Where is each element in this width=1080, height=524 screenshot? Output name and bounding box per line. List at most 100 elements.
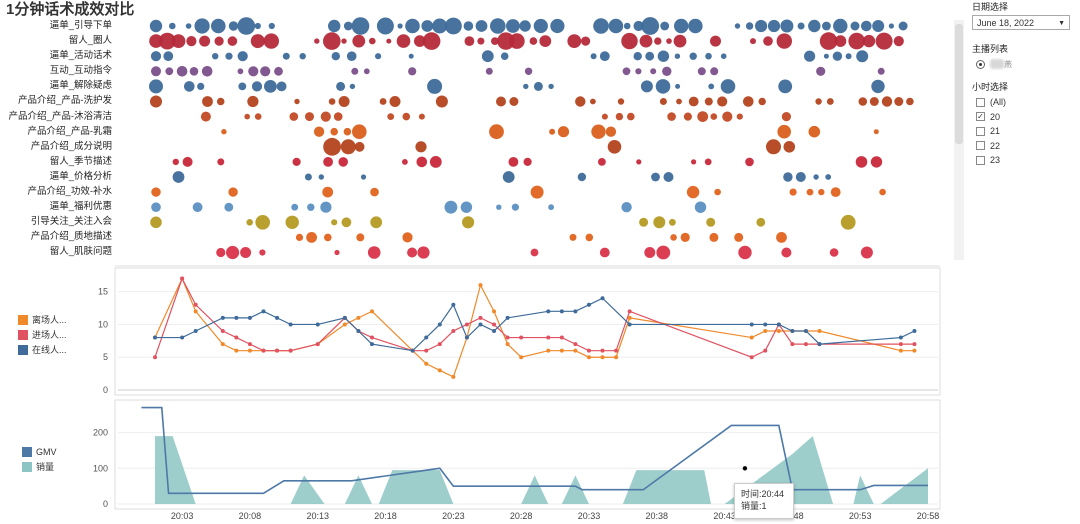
- line-point: [342, 322, 347, 327]
- bubble-point: [491, 37, 499, 45]
- line-point: [315, 322, 320, 327]
- legend-item[interactable]: 在线人...: [18, 342, 67, 357]
- bubble-point: [402, 232, 413, 243]
- hour-option-label: 23: [990, 155, 1001, 166]
- legend-item[interactable]: 离场人...: [18, 312, 67, 327]
- legend-label: GMV: [36, 446, 57, 457]
- area-x-tick: 20:18: [374, 511, 397, 521]
- checkbox-icon[interactable]: [976, 155, 985, 165]
- line-point: [505, 342, 510, 347]
- line-point: [627, 322, 632, 327]
- checked-checkbox-icon[interactable]: ✓: [976, 112, 985, 122]
- bubble-point: [212, 53, 219, 60]
- bubble-point: [333, 112, 343, 121]
- bubble-point: [533, 18, 548, 34]
- bubble-point: [214, 36, 224, 46]
- bubble-point: [789, 188, 797, 196]
- scrollbar-thumb[interactable]: [955, 24, 963, 144]
- area-x-tick: 20:08: [239, 511, 262, 521]
- line-point: [898, 348, 903, 353]
- date-select[interactable]: June 18, 2022 ▼: [972, 15, 1070, 30]
- hour-option[interactable]: (All): [976, 95, 1080, 110]
- bubble-point: [639, 34, 653, 48]
- bubble-point: [524, 67, 533, 76]
- anchor-option[interactable]: 燕: [976, 58, 1080, 70]
- bubble-point: [237, 17, 256, 35]
- bubble-point: [240, 247, 252, 258]
- bubble-point: [331, 219, 338, 226]
- area-x-tick: 20:43: [713, 511, 736, 521]
- bubble-point: [621, 202, 632, 213]
- bubble-point: [421, 20, 434, 32]
- line-point: [559, 309, 564, 314]
- line-point: [492, 329, 497, 333]
- bubble-point: [330, 127, 339, 136]
- bubble-point: [654, 37, 662, 45]
- bubble-point: [633, 52, 642, 61]
- bubble-point: [481, 50, 494, 63]
- area-x-tick: 20:58: [917, 511, 940, 521]
- bubble-point: [850, 21, 860, 31]
- anchor-radio[interactable]: [976, 59, 985, 69]
- line-point: [220, 315, 225, 320]
- bubble-point: [497, 32, 515, 50]
- line-point: [410, 348, 415, 353]
- bubble-point: [691, 159, 697, 165]
- bubble-point: [607, 140, 622, 154]
- area-panel-frame: [114, 399, 941, 510]
- checkbox-icon[interactable]: [976, 97, 985, 107]
- category-label: 引导关注_关注入会: [30, 216, 112, 228]
- checkbox-icon[interactable]: [976, 126, 985, 136]
- bubble-point: [172, 171, 185, 183]
- bubble-point: [285, 215, 299, 229]
- bubble-category-labels: 逼单_引导下单 留人_圈人 逼单_活动话术 互动_互动指令 逼单_解除疑虑 产品介绍_产品…: [0, 18, 112, 260]
- line-point: [193, 329, 198, 333]
- hour-option[interactable]: 21: [976, 124, 1080, 139]
- category-label: 逼单_福利优惠: [49, 201, 112, 213]
- legend-item[interactable]: 销量: [22, 459, 57, 474]
- bubble-point: [599, 247, 610, 258]
- area-x-tick: 20:03: [171, 511, 194, 521]
- filter-scrollbar[interactable]: [954, 20, 964, 260]
- bubble-point: [622, 67, 631, 76]
- line-point: [451, 329, 456, 333]
- bubble-point: [666, 38, 672, 44]
- hour-option[interactable]: ✓ 20: [976, 110, 1080, 125]
- bubble-point: [221, 129, 227, 135]
- bubble-point: [783, 172, 793, 182]
- bubble-point: [523, 83, 529, 90]
- bubble-point: [199, 35, 211, 47]
- line-point: [600, 355, 605, 360]
- bubble-point: [862, 34, 876, 48]
- bubble-point: [590, 98, 596, 105]
- bubble-point: [509, 33, 525, 49]
- bubble-point: [906, 97, 914, 106]
- bubble-point: [182, 156, 193, 167]
- bubble-point: [873, 129, 879, 135]
- bubble-point: [150, 95, 162, 108]
- legend-item[interactable]: GMV: [22, 444, 57, 459]
- bubble-point: [877, 67, 885, 75]
- line-point: [505, 335, 510, 340]
- bubble-point: [189, 67, 199, 76]
- checkbox-icon[interactable]: [976, 141, 985, 151]
- bubble-point: [720, 79, 736, 94]
- hour-option[interactable]: 22: [976, 139, 1080, 154]
- area-y-tick: 200: [93, 428, 108, 438]
- legend-item[interactable]: 进场人...: [18, 327, 67, 342]
- bubble-point: [523, 157, 532, 166]
- line-point: [803, 329, 808, 333]
- hour-option-label: 22: [990, 140, 1001, 151]
- bubble-point: [736, 113, 743, 120]
- bubble-point: [708, 83, 715, 90]
- bubble-point: [688, 18, 703, 34]
- legend-label: 在线人...: [32, 345, 67, 355]
- bubble-point: [334, 249, 340, 256]
- area-x-tick: 20:28: [510, 511, 533, 521]
- line-point: [492, 309, 497, 314]
- bubble-point: [639, 217, 649, 227]
- bubble-point: [149, 79, 163, 94]
- area-y-tick: 100: [93, 463, 108, 473]
- line-point: [342, 315, 347, 320]
- hour-option[interactable]: 23: [976, 153, 1080, 168]
